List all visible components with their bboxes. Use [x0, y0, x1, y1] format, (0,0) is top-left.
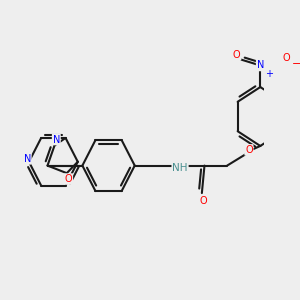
Text: O: O — [245, 145, 253, 155]
Text: N: N — [52, 134, 60, 145]
Text: N: N — [23, 154, 31, 164]
Text: O: O — [200, 196, 207, 206]
Text: O: O — [65, 174, 72, 184]
Text: O: O — [283, 52, 290, 63]
Text: −: − — [291, 59, 300, 70]
Text: +: + — [265, 69, 273, 79]
Text: O: O — [233, 50, 241, 60]
Text: NH: NH — [172, 163, 188, 172]
Text: N: N — [256, 61, 264, 70]
